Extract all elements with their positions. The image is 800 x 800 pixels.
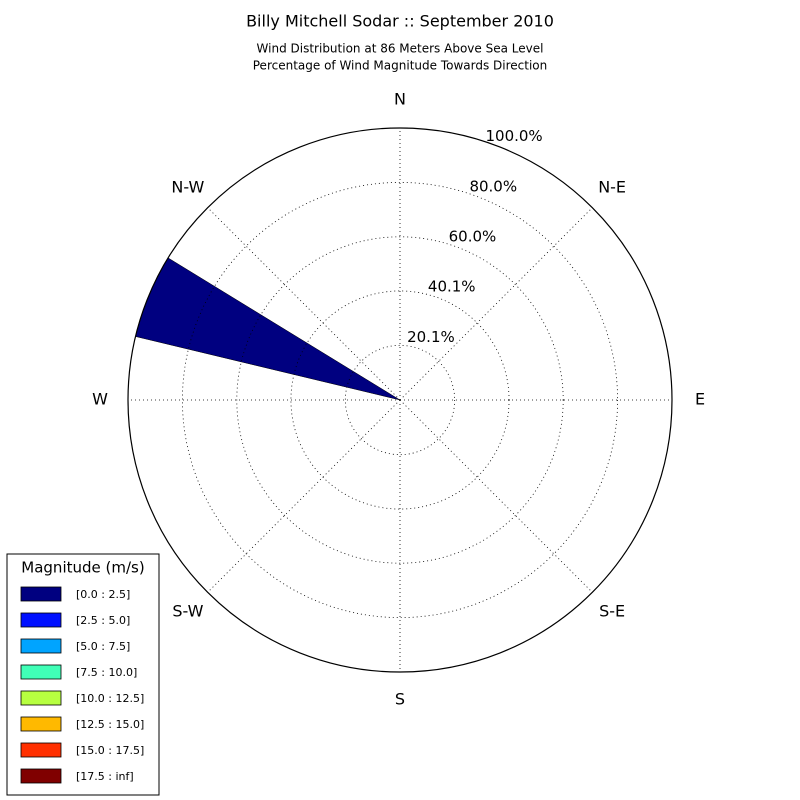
- direction-label: E: [695, 390, 705, 409]
- ring-grid-line: [236, 236, 564, 564]
- direction-label: W: [92, 390, 108, 409]
- legend-label: [7.5 : 10.0]: [76, 666, 137, 679]
- legend-label: [12.5 : 15.0]: [76, 718, 144, 731]
- legend-swatch: [20, 664, 62, 680]
- radial-grid-line: [399, 399, 593, 593]
- ring-grid-line: [181, 181, 619, 619]
- r-tick-label: 20.1%: [407, 328, 455, 346]
- legend-label: [2.5 : 5.0]: [76, 614, 130, 627]
- legend-swatch: [20, 612, 62, 628]
- direction-label: N-W: [171, 177, 204, 196]
- legend-swatch: [20, 690, 62, 706]
- r-tick-label: 100.0%: [485, 127, 542, 145]
- r-tick-label: 80.0%: [469, 177, 517, 195]
- direction-label: N-E: [598, 177, 626, 196]
- legend-label: [0.0 : 2.5]: [76, 588, 130, 601]
- legend-swatch: [20, 768, 62, 784]
- legend-label: [5.0 : 7.5]: [76, 640, 130, 653]
- direction-label: N: [394, 90, 406, 109]
- r-tick-label: 60.0%: [449, 228, 497, 246]
- chart-subtitle: Wind Distribution at 86 Meters Above Sea…: [257, 42, 544, 56]
- chart-title: Billy Mitchell Sodar :: September 2010: [246, 12, 554, 31]
- legend-title: Magnitude (m/s): [21, 559, 144, 577]
- chart-subtitle: Percentage of Wind Magnitude Towards Dir…: [253, 59, 547, 73]
- direction-label: S-W: [172, 602, 203, 621]
- radial-grid-line: [207, 207, 401, 401]
- radial-grid-line: [399, 207, 593, 401]
- ring-grid-line: [344, 344, 456, 456]
- r-tick-label: 40.1%: [428, 278, 476, 296]
- legend-swatch: [20, 716, 62, 732]
- legend-swatch: [20, 638, 62, 654]
- legend-swatch: [20, 742, 62, 758]
- direction-label: S-E: [599, 602, 625, 621]
- ring-grid-line: [290, 290, 510, 510]
- legend-label: [10.0 : 12.5]: [76, 692, 144, 705]
- legend-label: [15.0 : 17.5]: [76, 744, 144, 757]
- direction-label: S: [395, 690, 405, 709]
- radial-grid-line: [207, 399, 401, 593]
- legend-label: [17.5 : inf]: [76, 770, 134, 783]
- legend-swatch: [20, 586, 62, 602]
- polar-frame: [127, 127, 673, 673]
